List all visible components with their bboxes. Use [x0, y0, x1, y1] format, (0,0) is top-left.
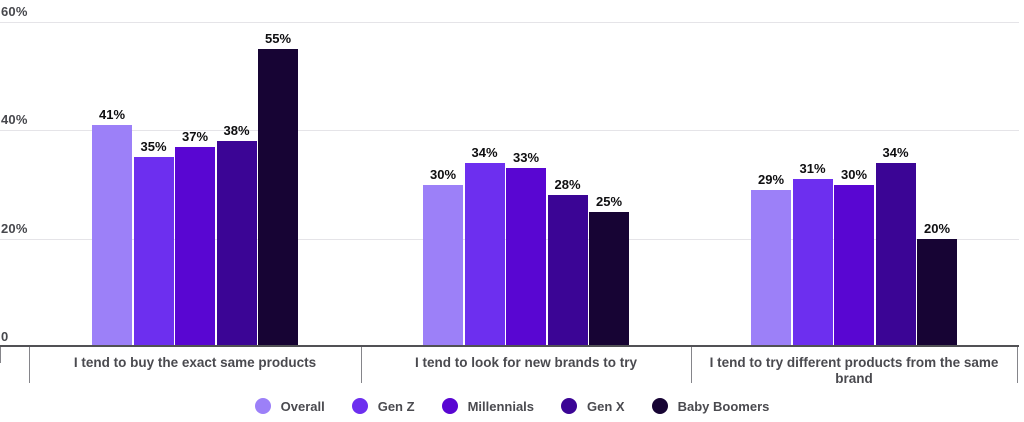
legend-label: Gen Z — [377, 398, 415, 414]
gridline-60 — [0, 22, 1019, 23]
legend-dot-baby-boomers — [651, 398, 668, 414]
bar-value-label: 31% — [799, 161, 826, 177]
legend-item-baby-boomers: Baby Boomers — [651, 398, 770, 414]
legend-dot-gen-z — [351, 398, 368, 414]
bar-gen-z: 35% — [133, 140, 174, 347]
bar-value-label: 33% — [512, 150, 540, 166]
axis-edge-tick — [0, 347, 1, 363]
category-label-2: I tend to look for new brands to try — [414, 355, 637, 370]
y-axis-label-60: 60% — [1, 4, 28, 19]
bar-value-label: 35% — [140, 139, 167, 155]
bar-baby-boomers: 20% — [917, 222, 957, 347]
category-label-3: I tend to try different products from th… — [709, 355, 999, 387]
bar-group-3: 29% 31% 30% 34% 20% — [751, 146, 957, 347]
bar-gen-z: 31% — [792, 162, 833, 347]
legend-dot-gen-x — [561, 398, 578, 414]
bar-value-label: 41% — [98, 106, 126, 122]
bar-baby-boomers: 25% — [589, 195, 629, 347]
legend-label: Baby Boomers — [677, 398, 770, 414]
bar-gen-z: 34% — [464, 146, 505, 347]
category-label-1: I tend to buy the exact same products — [73, 355, 317, 370]
category-tick-2 — [691, 347, 692, 383]
category-tick-3 — [1017, 347, 1018, 383]
legend-label: Overall — [280, 398, 325, 414]
category-tick-0 — [29, 347, 30, 383]
bar-group-1: 41% 35% 37% 38% 55% — [92, 32, 298, 347]
legend-item-millennials: Millennials — [441, 398, 535, 414]
bar-baby-boomers: 55% — [258, 32, 298, 347]
bar-value-label: 34% — [882, 144, 909, 160]
x-axis-line — [0, 345, 1019, 347]
legend-item-gen-z: Gen Z — [351, 398, 415, 414]
bar-millennials: 37% — [175, 130, 215, 347]
bar-millennials: 30% — [834, 168, 874, 347]
y-axis-label-40: 40% — [1, 112, 28, 128]
legend-dot-overall — [254, 398, 271, 414]
bar-value-label: 38% — [223, 123, 250, 139]
bar-value-label: 37% — [181, 128, 209, 144]
bar-gen-x: 34% — [875, 146, 916, 347]
legend-label: Gen X — [587, 398, 625, 414]
legend-dot-millennials — [441, 398, 458, 414]
plot-area: 0 20% 40% 60% 41% 35% 37% 38% 55% 30% 34% 33% 28% 25%… — [0, 4, 1019, 347]
bar-value-label: 29% — [757, 171, 785, 187]
bar-millennials: 33% — [506, 151, 546, 347]
bar-value-label: 34% — [471, 144, 498, 160]
bar-overall: 41% — [92, 108, 132, 347]
bar-gen-x: 38% — [216, 124, 257, 347]
bar-group-2: 30% 34% 33% 28% 25% — [423, 146, 629, 347]
bar-value-label: 55% — [264, 31, 292, 47]
bar-value-label: 28% — [554, 177, 581, 193]
bar-value-label: 30% — [840, 166, 868, 182]
y-axis-label-0: 0 — [1, 329, 9, 344]
gridline-40 — [0, 130, 1019, 132]
legend: Overall Gen Z Millennials Gen X Baby Boomers — [0, 398, 1024, 414]
bar-value-label: 25% — [595, 193, 623, 209]
legend-label: Millennials — [467, 398, 535, 414]
legend-item-overall: Overall — [254, 398, 325, 414]
bar-gen-x: 28% — [547, 178, 588, 347]
bar-value-label: 20% — [923, 220, 951, 236]
category-tick-1 — [361, 347, 362, 383]
legend-item-gen-x: Gen X — [561, 398, 625, 414]
bar-value-label: 30% — [429, 166, 457, 182]
bar-overall: 30% — [423, 168, 463, 347]
y-axis-label-20: 20% — [1, 220, 28, 236]
bar-overall: 29% — [751, 173, 791, 347]
